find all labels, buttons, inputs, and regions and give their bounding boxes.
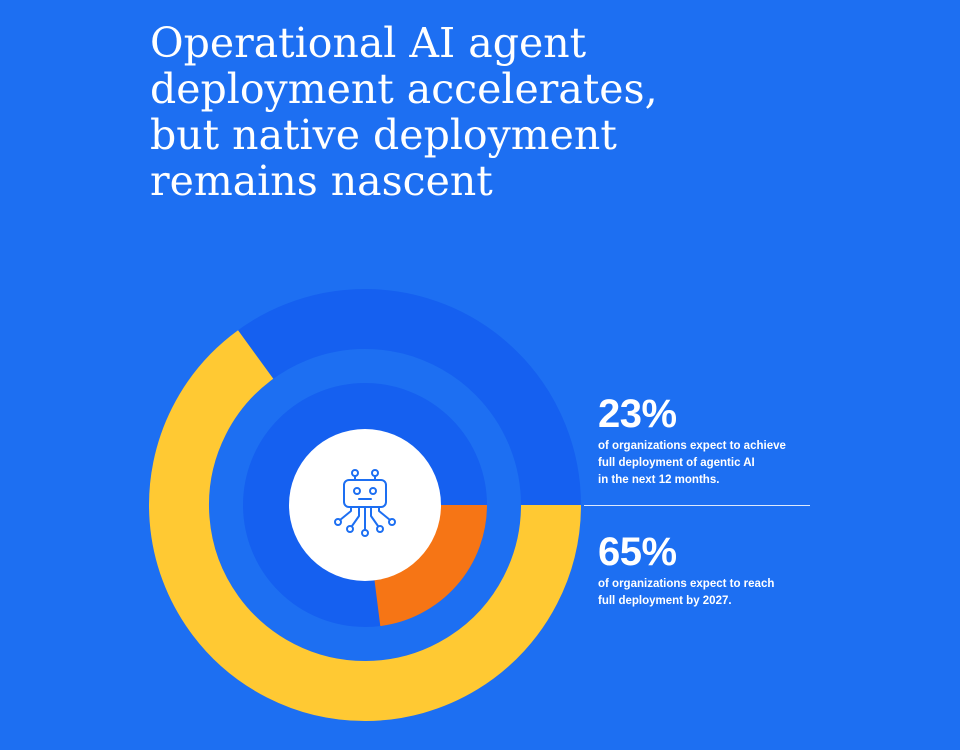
stat-description: of organizations expect to achieve full …	[598, 438, 838, 489]
page-title: Operational AI agent deployment accelera…	[150, 20, 710, 204]
stat-23-percent: 23% of organizations expect to achieve f…	[598, 392, 838, 489]
stat-value: 65%	[598, 530, 677, 574]
stat-value: 23%	[598, 392, 677, 436]
title-line: deployment accelerates,	[150, 65, 658, 113]
stat-description-line: full deployment of agentic AI	[598, 457, 755, 469]
stat-description-line: full deployment by 2027.	[598, 595, 732, 607]
robot-circuit-icon	[334, 469, 396, 537]
outer-ring-arc	[149, 330, 581, 721]
stat-description-line: of organizations expect to achieve	[598, 440, 786, 452]
title-line: remains nascent	[150, 157, 493, 205]
stat-description-line: in the next 12 months.	[598, 474, 720, 486]
center-disc	[289, 429, 441, 581]
stat-description-line: of organizations expect to reach	[598, 578, 775, 590]
stat-description: of organizations expect to reach full de…	[598, 576, 838, 610]
title-line: Operational AI agent	[150, 19, 587, 67]
stat-65-percent: 65% of organizations expect to reach ful…	[598, 530, 838, 610]
stat-divider	[584, 505, 810, 506]
title-line: but native deployment	[150, 111, 617, 159]
inner-ring-arc	[373, 504, 487, 627]
